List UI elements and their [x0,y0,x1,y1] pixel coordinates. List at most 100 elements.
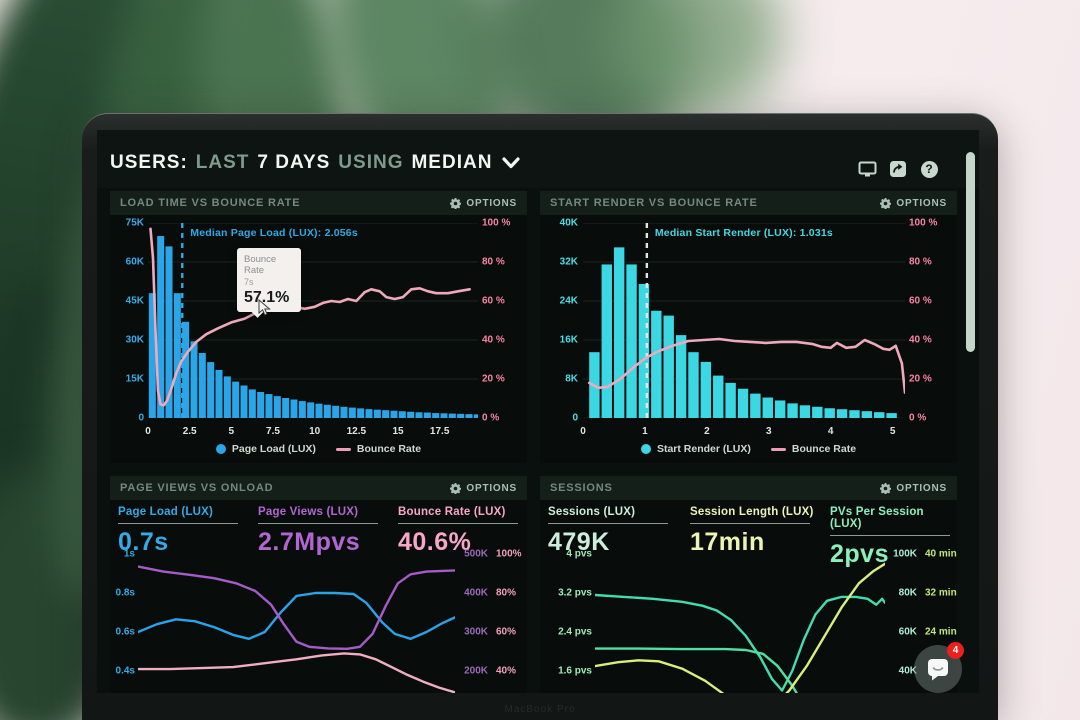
axis-tick-label: 30K [125,334,144,346]
axis-tick-label: 40 min [925,548,957,560]
panel-load-time-vs-bounce-rate: LOAD TIME VS BOUNCE RATE OPTIONS 75K 60K 45K… [110,191,527,463]
title-segment: USING [338,152,404,173]
axis-tick-label: 80 % [482,256,505,268]
metric-underline [690,523,810,524]
options-button[interactable]: OPTIONS [880,482,947,494]
chart-tooltip: Bounce Rate 7s 57.1% [237,248,301,318]
axis-tick-label: 80 % [909,256,932,268]
legend-item: Bounce Rate [335,443,421,455]
title-segment: LAST [195,152,250,173]
options-button[interactable]: OPTIONS [450,197,517,209]
legend-label: Page Load (LUX) [231,443,316,455]
metric-sessions-lux-: Sessions (LUX) 479K [548,506,676,557]
options-button[interactable]: OPTIONS [450,482,517,494]
tooltip-series: Bounce Rate [244,254,277,276]
panel-header: PAGE VIEWS VS ONLOAD OPTIONS [110,476,527,500]
metric-page-load-lux-: Page Load (LUX) 0.7s [118,506,246,557]
axis-tick-label: 80K [898,587,917,599]
display-icon[interactable] [857,160,877,178]
axis-tick-label: 60 % [482,295,505,307]
laptop-brand-text: MacBook Pro [504,704,576,715]
dashboard-titlebar: USERS: LAST 7 DAYS USING MEDIAN ? [97,130,979,188]
x-tick-label: 7.5 [266,426,280,437]
help-icon[interactable]: ? [919,160,939,178]
axis-tick-label: 40 % [909,334,932,346]
chat-button[interactable]: 4 [914,642,964,693]
legend-item: Page Load (LUX) [215,443,316,455]
x-tick-label: 0 [145,426,151,437]
metric-label: Session Length (LUX) [690,506,814,518]
axis-tick-label: 1s [123,548,135,560]
panel-title: START RENDER VS BOUNCE RATE [550,197,758,209]
axis-tick-label: 15K [125,373,144,385]
panel-header: SESSIONS OPTIONS [540,476,957,500]
median-annotation: Median Start Render (LUX): 1.031s [654,227,833,239]
axis-tick-label: 60K [898,626,917,638]
panel-header: LOAD TIME VS BOUNCE RATE OPTIONS [110,191,527,215]
axis-tick-label: 100K [893,548,917,560]
metric-label: Page Views (LUX) [258,506,359,518]
options-label: OPTIONS [896,197,947,209]
chart-legend: Page Load (LUX) Bounce Rate [110,443,527,455]
x-tick-label: 5 [228,426,235,437]
plant-leaf [610,0,780,120]
metric-value: 17min [690,528,765,556]
panel-header: START RENDER VS BOUNCE RATE OPTIONS [540,191,957,215]
axis-tick-label: 100 % [909,217,938,229]
metric-underline [258,523,378,524]
legend-label: Start Render (LUX) [656,443,751,455]
chart-plot[interactable] [595,554,885,693]
axis-tick-label: 20 % [909,373,932,385]
chart-plot[interactable] [148,223,478,418]
axis-tick-label: 200K [464,665,488,677]
axis-tick-label: 1.6 pvs [558,665,592,677]
metric-underline [548,523,668,524]
x-tick-label: 10 [309,426,321,437]
metric-underline [118,523,238,524]
header-toolbar: ? [857,160,939,178]
options-button[interactable]: OPTIONS [880,197,947,209]
legend-swatch-dot [640,444,651,454]
axis-tick-label: 32 min [925,587,957,599]
metric-bounce-rate-lux-: Bounce Rate (LUX) 40.6% [398,506,526,557]
metric-value: 2.7Mpvs [258,528,361,556]
axis-tick-label: 300K [464,626,488,638]
metric-value: 40.6% [398,528,472,556]
axis-tick-label: 4 pvs [566,548,592,560]
chat-badge: 4 [947,642,964,659]
scrollbar-thumb[interactable] [966,152,975,352]
axis-tick-label: 24K [559,295,578,307]
axis-tick-label: 40K [898,665,917,677]
x-tick-label: 4 [827,426,834,437]
metric-page-views-lux-: Page Views (LUX) 2.7Mpvs [258,506,386,557]
axis-tick-label: 16K [559,334,578,346]
dashboard-screen: USERS: LAST 7 DAYS USING MEDIAN ? LOAD TIME … [97,130,979,693]
chart-plot[interactable] [138,554,455,693]
title-segment: MEDIAN [411,152,493,173]
axis-tick-label: 0 [138,412,144,424]
axis-tick-label: 60% [496,626,517,638]
axis-tick-label: 20 % [482,373,505,385]
chart-plot[interactable] [583,223,905,418]
share-icon[interactable] [888,160,908,178]
legend-item: Bounce Rate [770,443,857,455]
gear-icon [450,197,462,209]
x-tick-label: 1 [642,426,648,437]
axis-tick-label: 0.4s [115,665,135,677]
legend-item: Start Render (LUX) [640,443,751,455]
metric-value: 479K [548,528,610,556]
axis-tick-label: 100 % [482,217,511,229]
laptop: USERS: LAST 7 DAYS USING MEDIAN ? LOAD TIME … [82,113,998,720]
axis-tick-label: 40 % [482,334,505,346]
metric-label: Sessions (LUX) [548,506,636,518]
x-tick-label: 12.5 [346,426,367,437]
page-title-dropdown[interactable]: USERS: LAST 7 DAYS USING MEDIAN [110,152,521,174]
panel-sessions: SESSIONS OPTIONS Sessions (LUX) 479K Session… [540,476,957,693]
axis-tick-label: 40% [496,665,517,677]
legend-label: Bounce Rate [791,443,857,455]
axis-tick-label: 0.8s [115,587,135,599]
gear-icon [450,482,462,494]
axis-tick-label: 0 % [482,412,500,424]
panel-start-render-vs-bounce-rate: START RENDER VS BOUNCE RATE OPTIONS 40K 32K… [540,191,957,463]
